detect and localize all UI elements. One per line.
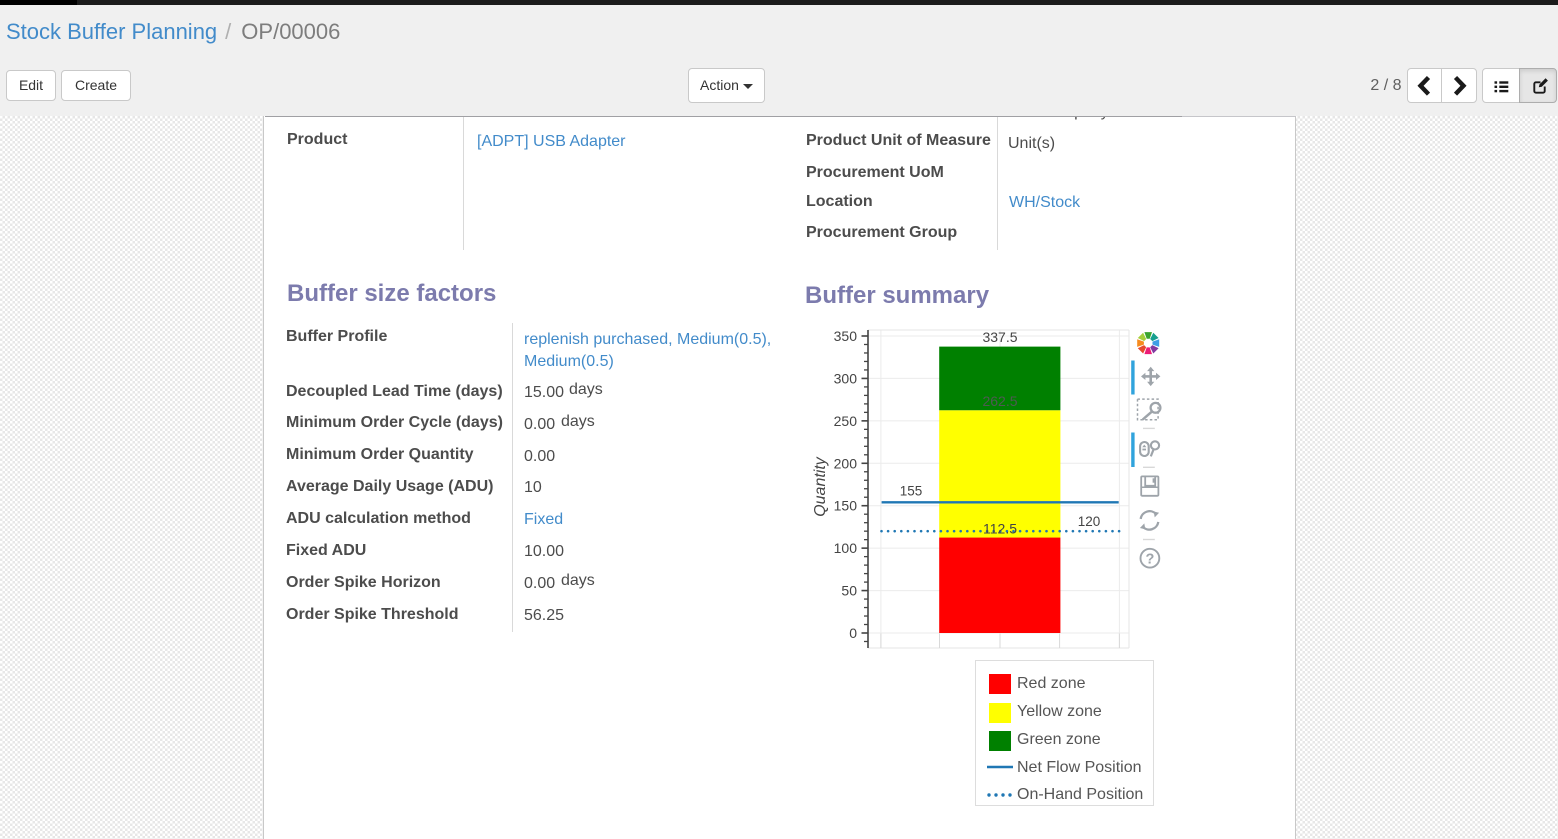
svg-text:350: 350 xyxy=(834,328,858,344)
svg-text:112.5: 112.5 xyxy=(983,521,1017,537)
svg-text:250: 250 xyxy=(834,413,858,429)
svg-text:100: 100 xyxy=(834,540,858,556)
svg-text:300: 300 xyxy=(834,370,858,386)
svg-text:262.5: 262.5 xyxy=(982,393,1017,409)
svg-text:?: ? xyxy=(1145,552,1154,568)
svg-text:0: 0 xyxy=(849,625,857,641)
svg-text:50: 50 xyxy=(841,583,857,599)
svg-text:155: 155 xyxy=(900,484,923,499)
svg-text:337.5: 337.5 xyxy=(982,329,1017,345)
svg-text:120: 120 xyxy=(1078,514,1101,529)
svg-text:200: 200 xyxy=(834,455,858,471)
svg-text:150: 150 xyxy=(834,498,858,514)
svg-text:Quantity: Quantity xyxy=(812,456,829,517)
